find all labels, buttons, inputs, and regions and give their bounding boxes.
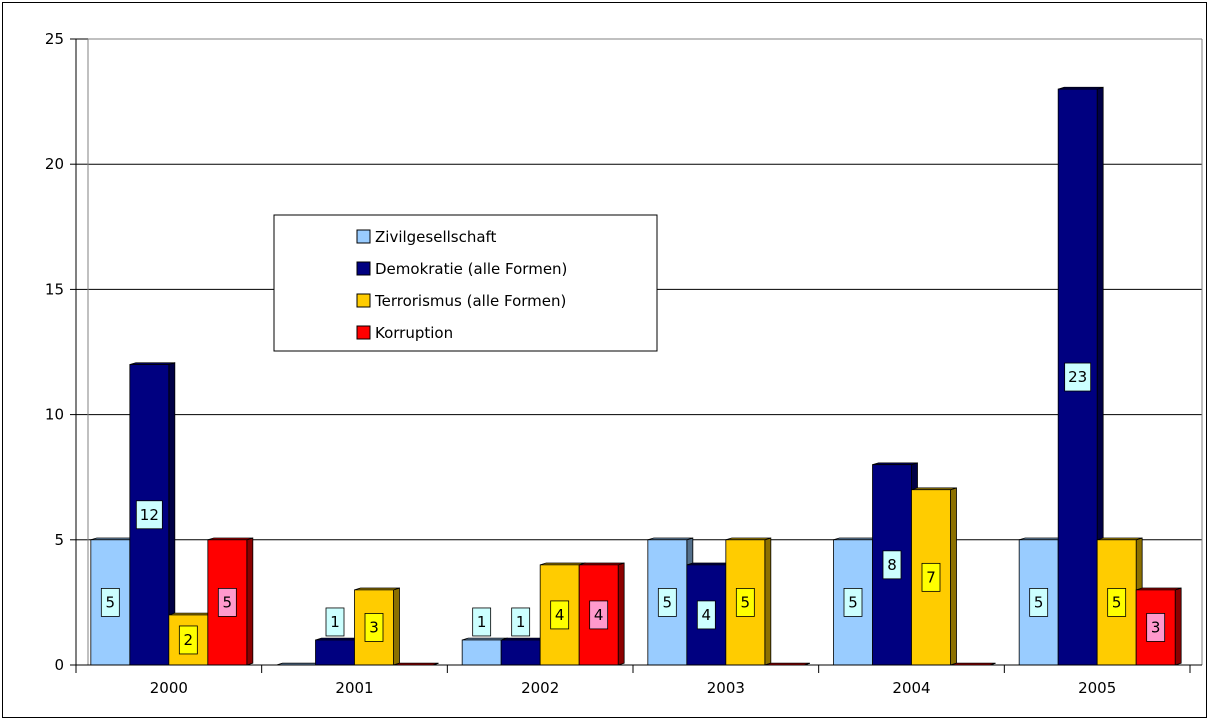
y-tick-label-5: 5 xyxy=(54,531,64,549)
x-tick-label-2001: 2001 xyxy=(335,679,373,697)
data-label-zivilgesellschaft-2002: 1 xyxy=(477,613,487,631)
data-label-terrorismus-2005: 5 xyxy=(1112,593,1122,611)
data-label-terrorismus-2001: 3 xyxy=(369,618,379,636)
legend-label-zivilgesellschaft: Zivilgesellschaft xyxy=(375,228,497,246)
bar-side-korruption-2005 xyxy=(1174,587,1182,666)
data-label-box-terrorismus-2000 xyxy=(178,625,198,655)
data-label-demokratie-2002: 1 xyxy=(516,613,526,631)
x-tick-label-2003: 2003 xyxy=(707,679,745,697)
data-label-box-demokratie-2005 xyxy=(1064,362,1092,392)
bars xyxy=(90,86,1182,666)
data-label-box-demokratie-2001 xyxy=(325,607,345,637)
data-label-korruption-2005: 3 xyxy=(1151,618,1161,636)
x-tick-label-2004: 2004 xyxy=(892,679,930,697)
data-label-box-terrorismus-2004 xyxy=(921,562,941,592)
data-label-zivilgesellschaft-2004: 5 xyxy=(848,593,858,611)
y-tick-label-25: 25 xyxy=(45,30,64,48)
data-label-box-korruption-2002 xyxy=(589,600,609,630)
data-label-box-zivilgesellschaft-2002 xyxy=(472,607,492,637)
legend-swatch-zivilgesellschaft xyxy=(356,229,371,244)
data-label-zivilgesellschaft-2005: 5 xyxy=(1034,593,1044,611)
y-tick-label-10: 10 xyxy=(45,406,64,424)
data-label-terrorismus-2002: 4 xyxy=(555,606,565,624)
legend-label-korruption: Korruption xyxy=(375,324,453,342)
legend-swatch-demokratie xyxy=(356,261,371,276)
bar-side-terrorismus-2001 xyxy=(393,587,400,666)
legend-label-demokratie: Demokratie (alle Formen) xyxy=(375,260,567,278)
data-label-demokratie-2003: 4 xyxy=(702,606,712,624)
data-label-korruption-2002: 4 xyxy=(594,606,604,624)
data-label-box-korruption-2000 xyxy=(217,588,237,617)
data-label-box-terrorismus-2005 xyxy=(1107,588,1127,617)
data-label-terrorismus-2004: 7 xyxy=(926,568,936,586)
data-label-box-zivilgesellschaft-2005 xyxy=(1029,588,1049,617)
legend-swatch-korruption xyxy=(356,325,371,340)
y-tick-label-15: 15 xyxy=(45,280,64,298)
x-tick-label-2005: 2005 xyxy=(1078,679,1116,697)
data-label-korruption-2000: 5 xyxy=(223,593,233,611)
legend-swatch-terrorismus xyxy=(356,293,371,308)
x-tick-label-2000: 2000 xyxy=(150,679,188,697)
data-label-terrorismus-2003: 5 xyxy=(741,593,751,611)
data-label-zivilgesellschaft-2000: 5 xyxy=(106,593,116,611)
legend-box xyxy=(273,214,658,352)
data-label-box-demokratie-2003 xyxy=(696,600,716,630)
bar-demokratie-2001 xyxy=(315,639,355,666)
data-label-box-zivilgesellschaft-2003 xyxy=(657,588,677,617)
bar-side-terrorismus-2003 xyxy=(764,537,772,666)
data-label-demokratie-2001: 1 xyxy=(330,613,340,631)
data-label-demokratie-2004: 8 xyxy=(887,556,897,574)
bar-zivilgesellschaft-2002 xyxy=(461,639,502,666)
y-tick-label-0: 0 xyxy=(54,656,64,674)
data-label-box-zivilgesellschaft-2004 xyxy=(843,588,863,617)
bar-side-korruption-2002 xyxy=(617,562,625,666)
data-label-terrorismus-2000: 2 xyxy=(184,631,194,649)
bar-side-terrorismus-2004 xyxy=(950,487,957,666)
data-label-box-demokratie-2000 xyxy=(135,500,163,530)
legend: Zivilgesellschaft Demokratie (alle Formen… xyxy=(273,214,658,352)
data-label-box-demokratie-2004 xyxy=(882,550,902,580)
data-label-box-terrorismus-2002 xyxy=(550,600,570,630)
data-label-box-korruption-2005 xyxy=(1146,613,1166,642)
data-label-demokratie-2000: 12 xyxy=(140,506,159,524)
y-tick-label-20: 20 xyxy=(45,155,64,173)
legend-label-terrorismus: Terrorismus (alle Formen) xyxy=(374,292,566,310)
bar-side-korruption-2000 xyxy=(246,537,254,666)
data-label-box-terrorismus-2001 xyxy=(364,613,384,642)
data-label-box-terrorismus-2003 xyxy=(735,588,755,617)
data-label-box-demokratie-2002 xyxy=(511,607,531,637)
x-tick-label-2002: 2002 xyxy=(521,679,559,697)
data-label-zivilgesellschaft-2003: 5 xyxy=(663,593,673,611)
data-label-demokratie-2005: 23 xyxy=(1068,368,1087,386)
data-label-box-zivilgesellschaft-2000 xyxy=(100,588,120,617)
bar-demokratie-2002 xyxy=(500,639,541,666)
